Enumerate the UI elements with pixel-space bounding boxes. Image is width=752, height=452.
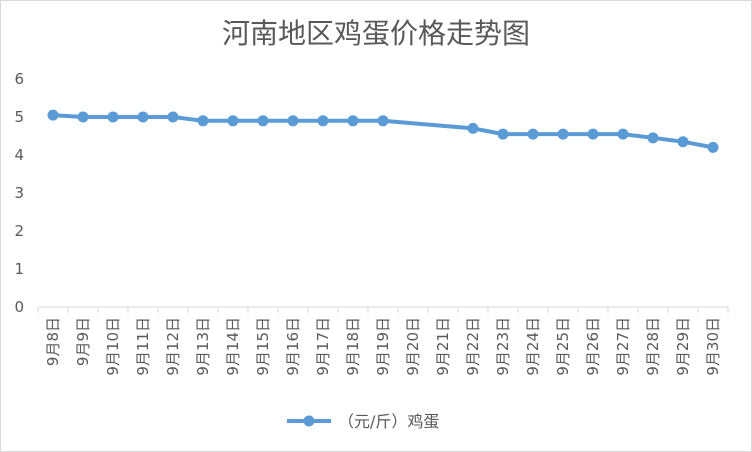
x-tick-label: 9月13日	[194, 317, 212, 376]
data-point	[527, 128, 539, 140]
data-point	[557, 128, 569, 140]
y-tick-label: 5	[14, 108, 24, 126]
x-tick-label: 9月20日	[404, 317, 422, 376]
y-tick-label: 0	[14, 298, 24, 316]
x-tick-label: 9月22日	[464, 317, 482, 376]
data-point	[227, 115, 239, 127]
data-point	[587, 128, 599, 140]
data-point	[137, 111, 149, 123]
data-point	[617, 128, 629, 140]
y-tick-label: 6	[14, 70, 24, 88]
x-tick-label: 9月29日	[674, 317, 692, 376]
x-tick-label: 9月11日	[134, 317, 152, 376]
y-tick-label: 3	[14, 184, 24, 202]
data-point	[497, 128, 509, 140]
y-tick-label: 2	[14, 222, 24, 240]
x-tick-label: 9月10日	[104, 317, 122, 376]
y-axis-ticks: 0 1 2 3 4 5 6	[14, 70, 24, 316]
legend: （元/斤）鸡蛋	[287, 412, 439, 431]
x-tick-label: 9月27日	[614, 317, 632, 376]
x-tick-label: 9月24日	[524, 317, 542, 376]
x-tick-label: 9月9日	[74, 317, 92, 366]
data-point	[287, 115, 299, 127]
x-tick-label: 9月16日	[284, 317, 302, 376]
x-tick-label: 9月30日	[704, 317, 722, 376]
x-tick-label: 9月23日	[494, 317, 512, 376]
data-point	[257, 115, 269, 127]
x-tick-label: 9月28日	[644, 317, 662, 376]
x-tick-label: 9月8日	[44, 317, 62, 366]
data-point	[347, 115, 359, 127]
data-point	[317, 115, 329, 127]
x-tick-label: 9月18日	[344, 317, 362, 376]
x-tick-label: 9月25日	[554, 317, 572, 376]
x-tick-label: 9月12日	[164, 317, 182, 376]
y-tick-label: 4	[14, 146, 24, 164]
chart-title: 河南地区鸡蛋价格走势图	[222, 17, 530, 50]
legend-marker	[303, 415, 315, 427]
legend-label: （元/斤）鸡蛋	[338, 412, 439, 431]
data-point	[677, 136, 689, 148]
data-point	[647, 132, 659, 144]
data-point	[707, 141, 719, 153]
x-tick-label: 9月14日	[224, 317, 242, 376]
x-tick-label: 9月26日	[584, 317, 602, 376]
data-point	[467, 122, 479, 134]
x-tick-label: 9月19日	[374, 317, 392, 376]
data-point	[167, 111, 179, 123]
data-point	[107, 111, 119, 123]
series-group	[47, 109, 719, 153]
data-point	[77, 111, 89, 123]
x-axis-ticks: 9月8日 9月9日 9月10日 9月11日 9月12日 9月13日 9月14日 9月15日 9月…	[37, 307, 729, 376]
data-point	[197, 115, 209, 127]
x-tick-label: 9月17日	[314, 317, 332, 376]
y-tick-label: 1	[14, 260, 24, 278]
data-point	[377, 115, 389, 127]
data-point	[47, 109, 59, 121]
x-tick-label: 9月21日	[434, 317, 452, 376]
x-tick-label: 9月15日	[254, 317, 272, 376]
